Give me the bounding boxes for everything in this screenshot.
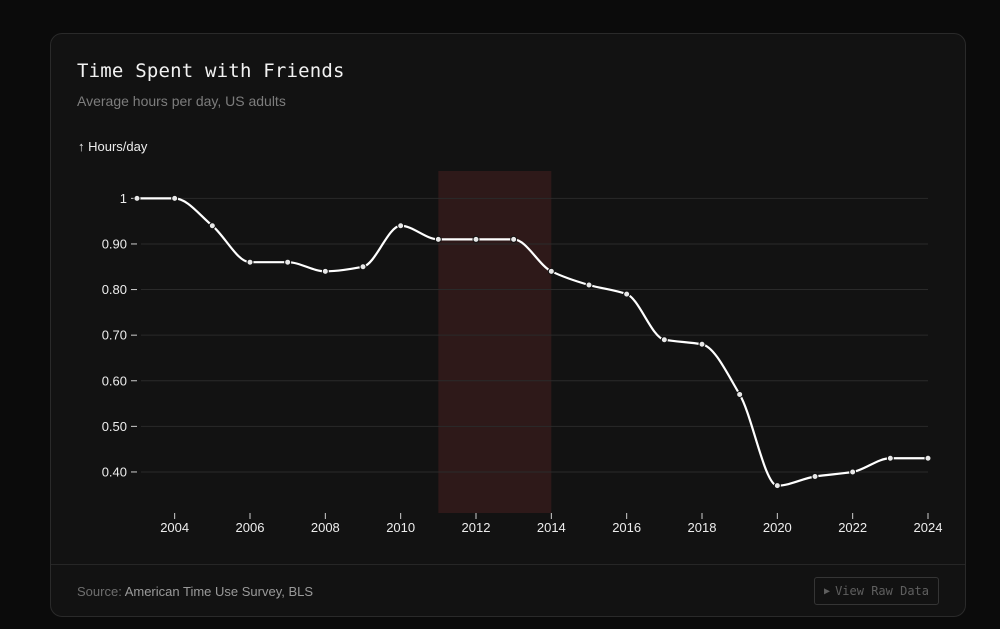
x-tick-label: 2012 <box>462 520 491 535</box>
x-tick-label: 2024 <box>914 520 943 535</box>
data-point <box>171 194 179 202</box>
x-tick-label: 2004 <box>160 520 189 535</box>
data-point <box>849 468 857 476</box>
data-point <box>208 222 216 230</box>
source-name: American Time Use Survey, BLS <box>124 584 314 599</box>
chart-title: Time Spent with Friends <box>77 60 345 82</box>
x-tick-label: 2020 <box>763 520 792 535</box>
x-tick-label: 2006 <box>236 520 265 535</box>
y-tick-label: 1 <box>120 191 127 206</box>
data-point <box>359 263 367 271</box>
source-prefix: Source: <box>77 584 125 599</box>
x-tick-label: 2010 <box>386 520 415 535</box>
data-point <box>547 267 555 275</box>
data-point <box>773 482 781 490</box>
data-point <box>397 222 405 230</box>
y-tick-label: 0.90 <box>102 236 127 251</box>
x-tick-label: 2008 <box>311 520 340 535</box>
data-point <box>623 290 631 298</box>
data-point <box>698 340 706 348</box>
y-tick-label: 0.50 <box>102 419 127 434</box>
data-point <box>472 235 480 243</box>
card-footer: Source: American Time Use Survey, BLS ▶ … <box>51 564 965 616</box>
y-tick-label: 0.40 <box>102 464 127 479</box>
play-icon: ▶ <box>824 585 831 597</box>
x-tick-label: 2016 <box>612 520 641 535</box>
view-raw-data-button[interactable]: ▶ View Raw Data <box>814 577 939 605</box>
data-point <box>434 235 442 243</box>
x-tick-label: 2014 <box>537 520 566 535</box>
data-point <box>886 454 894 462</box>
x-tick-label: 2022 <box>838 520 867 535</box>
y-tick-label: 0.80 <box>102 282 127 297</box>
highlight-band <box>438 171 552 513</box>
data-point <box>246 258 254 266</box>
data-point <box>284 258 292 266</box>
data-point <box>133 194 141 202</box>
source-text: Source: American Time Use Survey, BLS <box>77 584 313 599</box>
y-tick-label: 0.60 <box>102 373 127 388</box>
view-raw-data-label: View Raw Data <box>835 584 929 598</box>
data-point <box>585 281 593 289</box>
series-line <box>135 197 930 487</box>
y-axis-label: ↑ Hours/day <box>78 139 148 154</box>
data-point <box>811 473 819 481</box>
data-point <box>660 336 668 344</box>
data-point <box>321 267 329 275</box>
line-chart: ↑ Hours/day 1 0.90 0.80 0.70 0.60 0.50 0.40 2004… <box>78 139 943 535</box>
chart-card: Time Spent with Friends Average hours pe… <box>50 33 966 617</box>
data-point <box>924 454 932 462</box>
data-point <box>510 235 518 243</box>
y-tick-label: 0.70 <box>102 328 127 343</box>
x-tick-label: 2018 <box>688 520 717 535</box>
chart-subtitle: Average hours per day, US adults <box>77 93 286 109</box>
data-point <box>736 390 744 398</box>
